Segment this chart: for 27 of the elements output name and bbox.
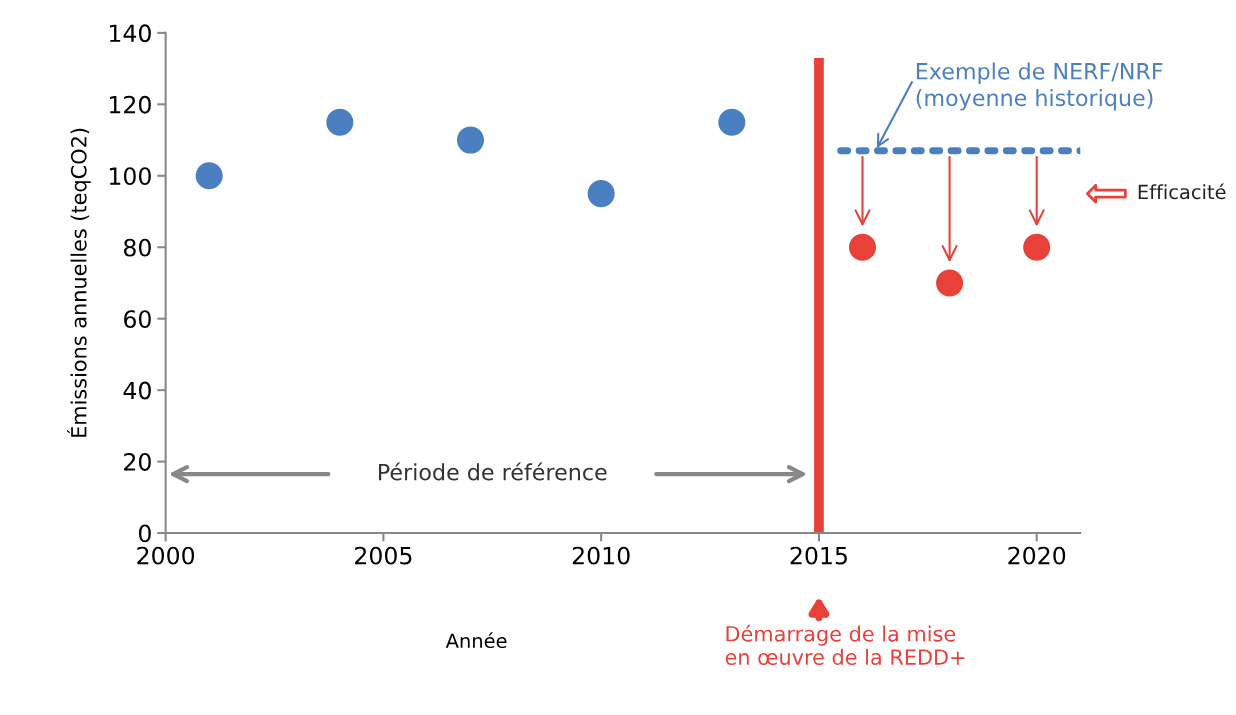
x-tick-label: 2005 (355, 546, 412, 565)
point (195, 162, 223, 190)
point (848, 233, 877, 261)
y-tick-label: 140 (109, 24, 151, 43)
point (1023, 233, 1051, 261)
y-tick-label: 120 (109, 95, 151, 114)
y-axis-title: Émissions annuelles (teqCO2) (67, 128, 91, 437)
point (587, 180, 615, 208)
point (718, 108, 746, 136)
y-tick-label: 0 (138, 524, 151, 543)
point (326, 108, 354, 136)
text: Efficacité (1138, 183, 1226, 200)
x-tick-label: 2020 (1008, 546, 1066, 565)
y-tick-label: 20 (124, 453, 151, 471)
y-tick-label: 40 (123, 381, 151, 400)
x-tick-label: 2010 (572, 546, 630, 565)
x-tick-label: 2000 (137, 546, 195, 565)
annotation: Exemple de NERF/NRF (moyenne historique) (916, 62, 1163, 111)
y-tick-label: 100 (109, 167, 151, 186)
point (456, 126, 485, 154)
x-tick-label: 2015 (790, 546, 847, 565)
y-tick-label: 60 (124, 310, 151, 328)
point (936, 269, 964, 297)
y-tick-label: 80 (123, 238, 151, 257)
x-axis-title: Année (445, 632, 507, 649)
annotation: Période de référence (378, 462, 607, 481)
legend-label: Démarrage de la mise en œuvre de la REDD+ (725, 624, 965, 665)
